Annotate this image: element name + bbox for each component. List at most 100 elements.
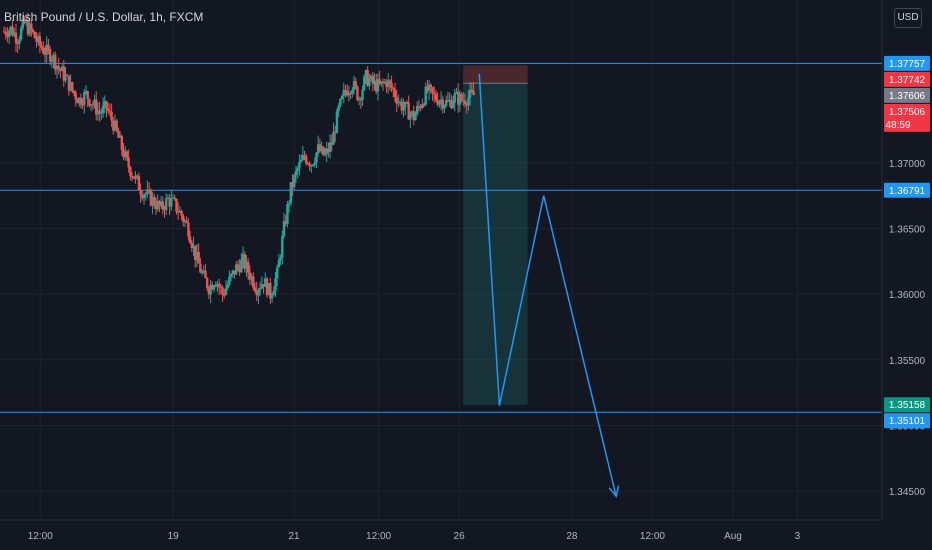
candle-body — [270, 295, 274, 299]
candle-body — [388, 80, 392, 83]
candle-body — [161, 201, 165, 210]
price-label-text: 1.37742 — [889, 75, 926, 86]
candle-body — [14, 32, 18, 43]
symbol-title: British Pound / U.S. Dollar, 1h, FXCM — [4, 10, 204, 24]
candle-body — [434, 94, 438, 101]
candle-body — [205, 278, 209, 289]
projection-path[interactable] — [478, 73, 620, 499]
candle-body — [342, 90, 345, 96]
candle-body — [86, 91, 89, 100]
candle-body — [42, 48, 45, 54]
candle-body — [106, 108, 110, 111]
candle-body — [211, 284, 214, 290]
candle-body — [470, 89, 474, 92]
candle-body — [2, 31, 6, 33]
candle-body — [105, 101, 108, 109]
candle-body — [359, 98, 363, 101]
price-label-tag — [884, 71, 930, 87]
candle-body — [188, 236, 192, 243]
price-label-text: 1.37606 — [889, 91, 926, 102]
candle-body — [250, 276, 253, 280]
candle-body — [212, 286, 216, 290]
candle-body — [349, 93, 352, 95]
candle-body — [156, 200, 159, 210]
candle-body — [267, 283, 270, 296]
candle-body — [311, 164, 315, 166]
candle-body — [334, 131, 337, 134]
candle-body — [147, 189, 151, 191]
candle-body — [125, 151, 129, 158]
candle-body — [412, 111, 415, 121]
candle-body — [456, 91, 460, 105]
candle-body — [13, 32, 16, 36]
candle-body — [72, 90, 76, 94]
candle-body — [404, 101, 407, 108]
candle-body — [166, 197, 170, 199]
short-position-tool[interactable] — [463, 65, 528, 405]
candle-body — [345, 91, 349, 96]
candle-body — [21, 19, 25, 29]
candle-body — [467, 97, 470, 106]
candle-body — [120, 135, 124, 150]
price-label-tag — [884, 397, 930, 413]
candle-body — [200, 272, 204, 274]
time-tick-label: 21 — [288, 531, 300, 542]
take-profit-zone — [463, 83, 528, 405]
candle-body — [439, 99, 443, 102]
candle-body — [40, 45, 43, 49]
price-label-tag — [884, 413, 930, 429]
candle-body — [93, 99, 96, 105]
candle-body — [108, 110, 112, 112]
candle-body — [216, 283, 219, 285]
candle-body — [424, 86, 427, 105]
candle-body — [257, 289, 260, 296]
candle-body — [195, 251, 199, 260]
candle-body — [192, 245, 195, 249]
price-label-text: 1.37506 — [889, 107, 926, 118]
candle-body — [316, 144, 320, 153]
price-label-text: 1.36791 — [889, 186, 926, 197]
candle-body — [159, 201, 163, 206]
candle-body — [245, 261, 248, 269]
candle-body — [235, 264, 238, 275]
candle-body — [231, 270, 235, 275]
candle-body — [279, 257, 282, 261]
candle-body — [91, 104, 95, 106]
currency-button[interactable]: USD — [894, 8, 922, 28]
candle-body — [55, 65, 59, 70]
candle-body — [48, 49, 52, 62]
candle-body — [310, 165, 313, 167]
candle-body — [57, 65, 60, 69]
candle-body — [323, 154, 327, 156]
candle-body — [163, 209, 166, 211]
candle-body — [274, 278, 277, 291]
candle-body — [313, 162, 316, 165]
candle-body — [446, 100, 450, 102]
candle-body — [429, 84, 433, 88]
candlestick-series — [2, 12, 475, 305]
time-axis[interactable] — [0, 520, 932, 550]
price-label-tag — [884, 182, 930, 198]
candle-body — [258, 288, 262, 290]
candle-body — [31, 29, 35, 33]
candle-body — [296, 168, 299, 172]
candle-body — [262, 284, 265, 287]
candle-body — [79, 97, 83, 105]
candle-body — [438, 101, 441, 105]
candle-body — [383, 81, 386, 83]
candle-body — [448, 100, 451, 102]
candle-body — [127, 157, 130, 168]
candle-body — [375, 80, 378, 92]
candle-body — [122, 149, 125, 158]
candle-body — [190, 242, 194, 249]
candle-body — [433, 92, 436, 95]
candle-body — [117, 130, 120, 138]
candle-body — [330, 142, 334, 145]
candle-body — [134, 175, 137, 179]
candle-body — [299, 159, 303, 163]
candle-body — [400, 101, 404, 111]
candle-body — [275, 267, 279, 279]
candle-body — [98, 110, 101, 114]
candle-body — [395, 97, 398, 104]
